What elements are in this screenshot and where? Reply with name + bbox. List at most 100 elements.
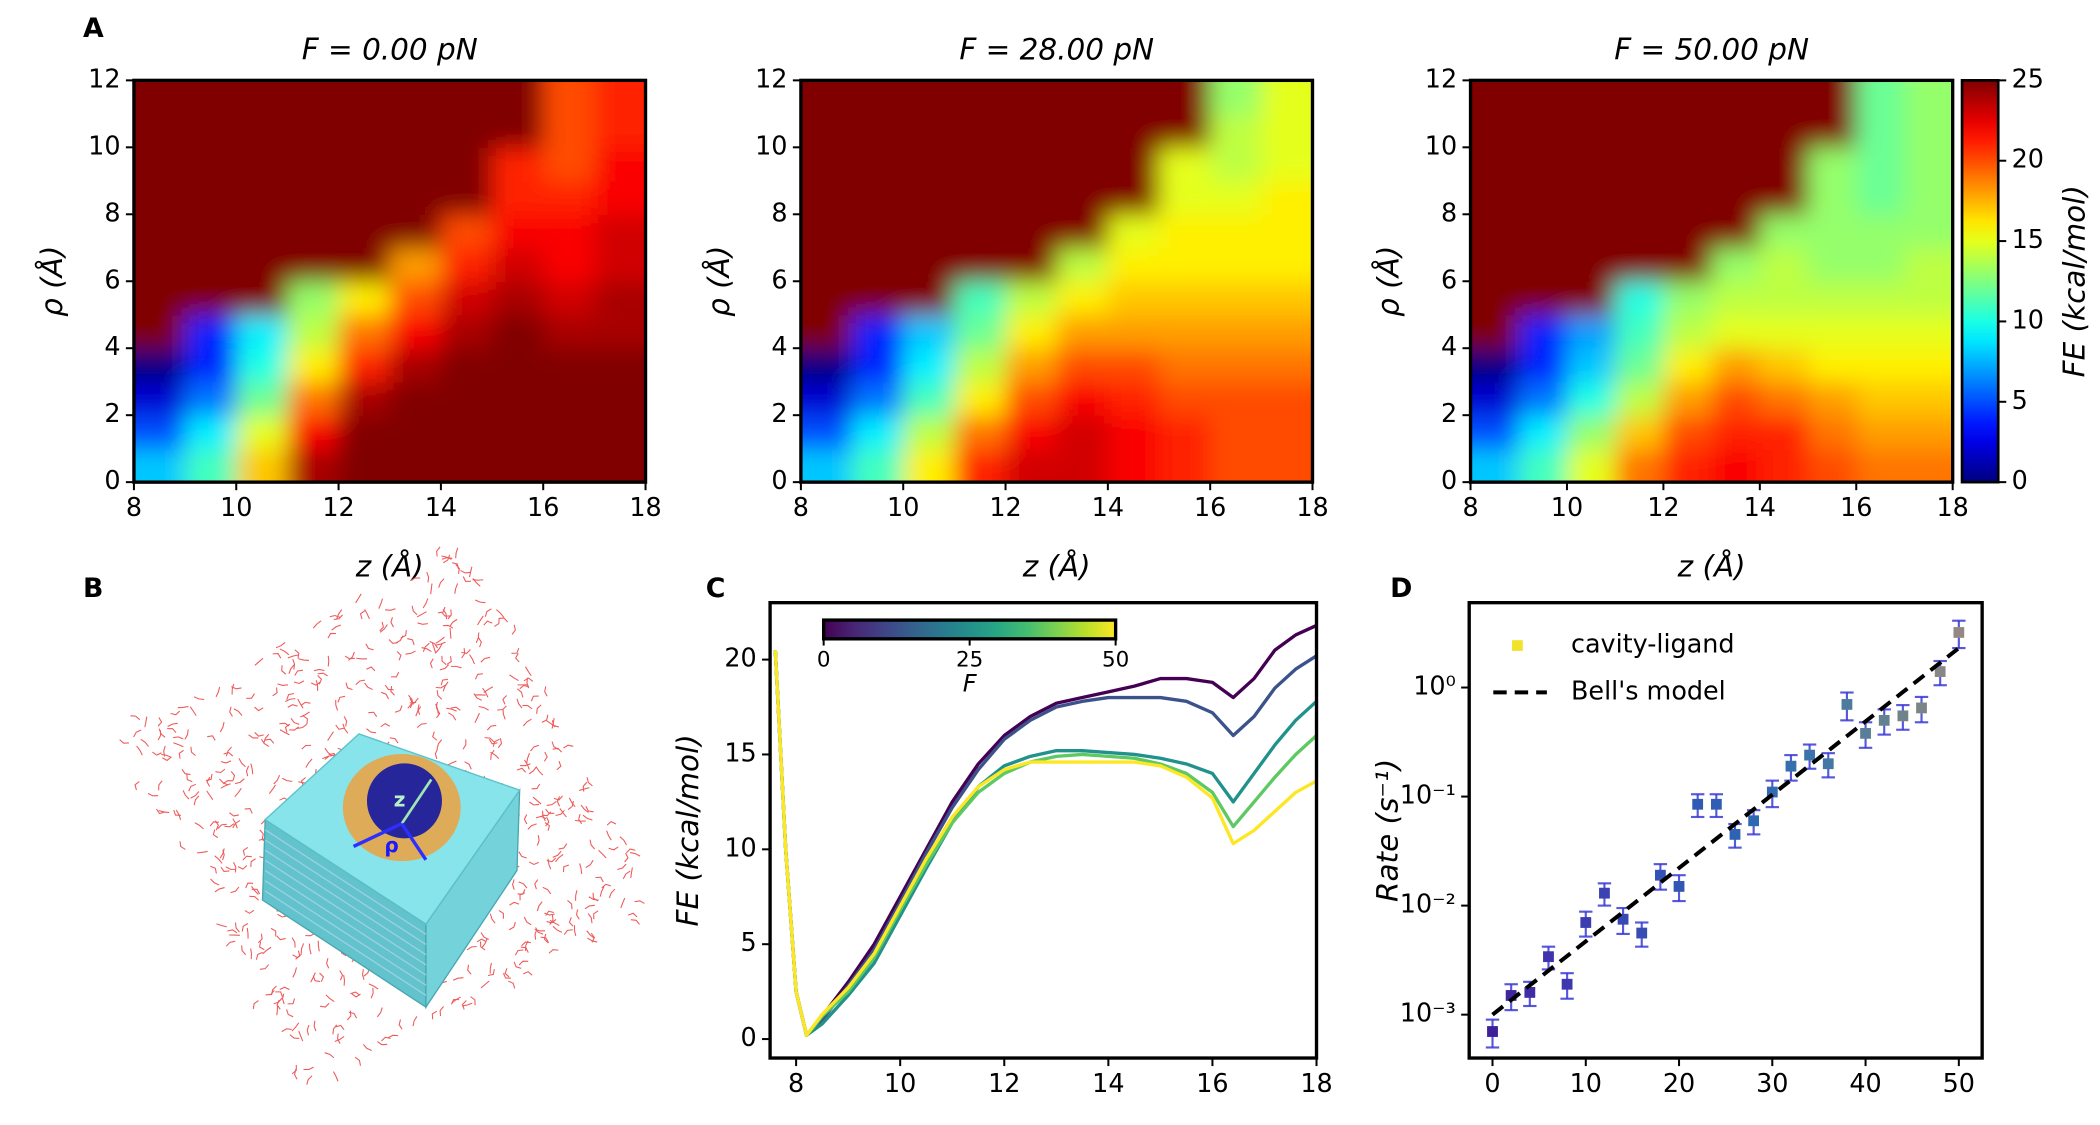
water [435, 701, 439, 713]
water [446, 707, 457, 712]
water [281, 993, 285, 1005]
heatmap-cell [185, 415, 237, 450]
heatmap-cell [440, 281, 493, 316]
water [161, 753, 172, 758]
heatmap-cell [1808, 147, 1857, 182]
water [380, 722, 391, 728]
heatmap-cell [492, 147, 544, 182]
water [470, 996, 476, 1006]
water [534, 929, 538, 940]
water [417, 704, 421, 715]
heatmap-cell [236, 80, 289, 115]
water [366, 666, 376, 672]
z-label: z [394, 787, 406, 811]
panel-letter: B [83, 573, 103, 604]
heatmap-cell [440, 214, 493, 249]
panel-title: F = 28.00 pN [959, 32, 1154, 66]
x-tick-label: 16 [527, 492, 559, 522]
water [286, 693, 295, 700]
water [175, 809, 182, 820]
heatmap-cell [1711, 180, 1761, 215]
water [588, 896, 599, 901]
water [451, 996, 461, 1004]
water [263, 733, 270, 744]
water [306, 1075, 313, 1085]
water [297, 723, 308, 730]
water [535, 815, 547, 820]
heatmap-cell [440, 448, 493, 483]
y-tick-label: 2 [771, 398, 787, 428]
water [355, 679, 366, 686]
water [275, 991, 283, 998]
water [156, 808, 165, 815]
heatmap-cell [1711, 113, 1761, 148]
water [634, 900, 645, 904]
illustration: zρ [119, 546, 645, 1085]
water [439, 664, 450, 671]
water [555, 809, 565, 816]
water [630, 919, 640, 925]
water [281, 665, 287, 675]
water [225, 746, 232, 757]
y-tick-label: 12 [755, 63, 787, 93]
x-tick-label: 18 [1936, 492, 1968, 522]
water [536, 704, 542, 714]
x-tick-label: 14 [425, 492, 457, 522]
water [416, 611, 427, 618]
heatmap-cell [1711, 381, 1761, 416]
water [536, 835, 540, 846]
heatmap-cell [800, 147, 853, 182]
water [265, 989, 275, 996]
water [431, 1010, 438, 1020]
y-tick-label: 6 [771, 264, 787, 294]
heatmap-cell [1711, 348, 1761, 383]
heatmap-cell [543, 147, 596, 182]
water [313, 668, 325, 672]
heatmap-cell [1159, 214, 1211, 249]
water [356, 657, 368, 660]
water [443, 554, 451, 564]
water [381, 1036, 391, 1042]
water [362, 1043, 372, 1051]
water [193, 696, 205, 701]
water [327, 632, 336, 639]
water [234, 787, 242, 798]
water [210, 878, 220, 886]
heatmap-cell [1808, 247, 1857, 282]
heatmap-cell [389, 281, 442, 316]
heatmap-cell [1261, 180, 1313, 215]
heatmap-cell [1005, 314, 1058, 349]
water [575, 890, 578, 901]
water [179, 841, 186, 850]
water [450, 665, 462, 669]
water [467, 964, 472, 975]
heatmap-cell [440, 247, 493, 282]
water [464, 761, 472, 770]
heatmap-cell [543, 381, 596, 416]
water [242, 846, 249, 856]
x-tick-label: 18 [1300, 1068, 1332, 1098]
water [234, 778, 245, 785]
water [119, 739, 129, 744]
y-tick-label: 20 [724, 643, 756, 673]
heatmap-cell [236, 348, 289, 383]
cube-stripe [264, 869, 427, 976]
water [582, 814, 593, 821]
water [480, 932, 490, 941]
x-tick-label: 16 [1840, 492, 1872, 522]
heatmap-cell [1210, 214, 1263, 249]
water [291, 1065, 297, 1075]
heatmap-cell [1261, 147, 1313, 182]
water [292, 967, 298, 978]
heatmap [800, 80, 1313, 483]
water [317, 675, 323, 685]
water [484, 608, 492, 617]
heatmap-cell [1159, 180, 1211, 215]
x-tick-label: 20 [1663, 1068, 1695, 1098]
water [246, 693, 255, 699]
heatmap-cell [1904, 415, 1953, 450]
water [629, 852, 641, 857]
heatmap-cell [389, 180, 442, 215]
heatmap-cell [543, 448, 596, 483]
heatmap-cell [1261, 281, 1313, 316]
